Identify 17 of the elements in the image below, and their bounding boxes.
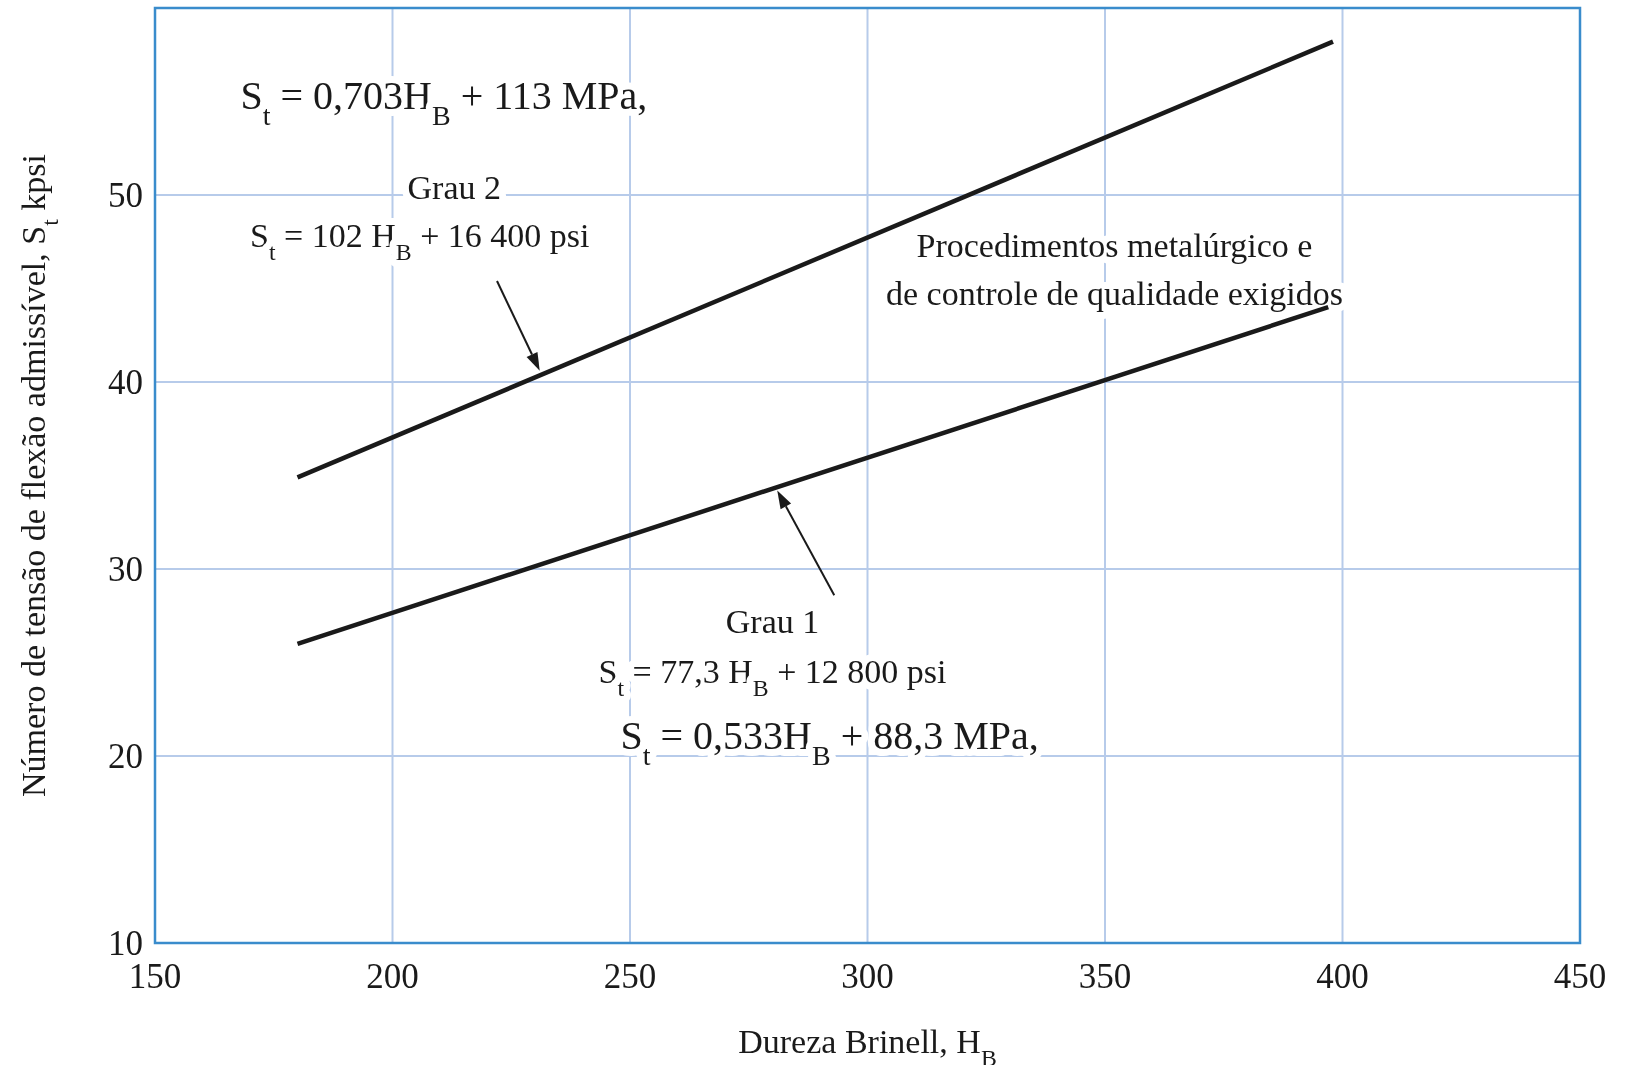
y-tick-label: 50 [108,176,143,215]
x-tick-label: 250 [603,957,657,996]
x-tick-label: 300 [841,957,894,996]
y-tick-label: 40 [108,363,143,402]
x-tick-label: 400 [1316,957,1369,996]
annotation: de controle de qualidade exigidos [886,275,1343,313]
x-tick-label: 200 [366,957,419,996]
annotation: Grau 2 [407,168,501,206]
annotation: S$_{t}$ = 0,703H$_{B}$ + 113 MPa, [240,72,648,131]
y-tick-label: 30 [108,550,143,589]
x-tick-label: 450 [1553,957,1607,996]
annotation: Procedimentos metalúrgico e [916,226,1313,264]
x-tick-label: 350 [1078,957,1132,996]
annotation: S$_{t}$ = 102 H$_{B}$ + 16 400 psi [250,217,590,266]
annotation: Grau 1 [725,602,820,640]
y-tick-label: 20 [108,737,143,776]
annotation: S$_{t}$ = 0,533H$_{B}$ + 88,3 MPa, [620,712,1039,771]
